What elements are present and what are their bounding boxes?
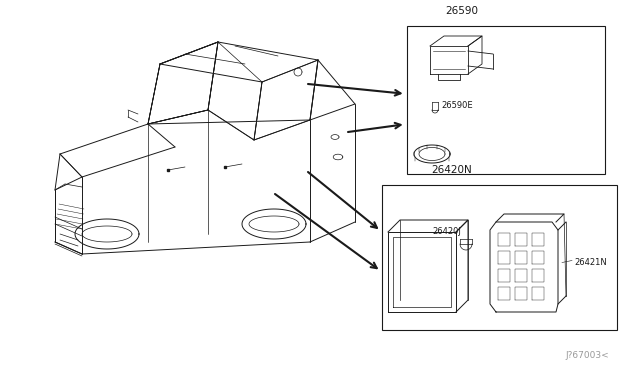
Bar xyxy=(382,185,617,330)
Text: 26590: 26590 xyxy=(445,6,479,16)
Text: 26420J: 26420J xyxy=(432,227,461,236)
Text: 26590E: 26590E xyxy=(441,102,472,110)
Text: J?67003<: J?67003< xyxy=(565,351,609,360)
Bar xyxy=(407,26,605,174)
Text: 26421N: 26421N xyxy=(574,258,607,267)
Text: 26420N: 26420N xyxy=(431,165,472,175)
